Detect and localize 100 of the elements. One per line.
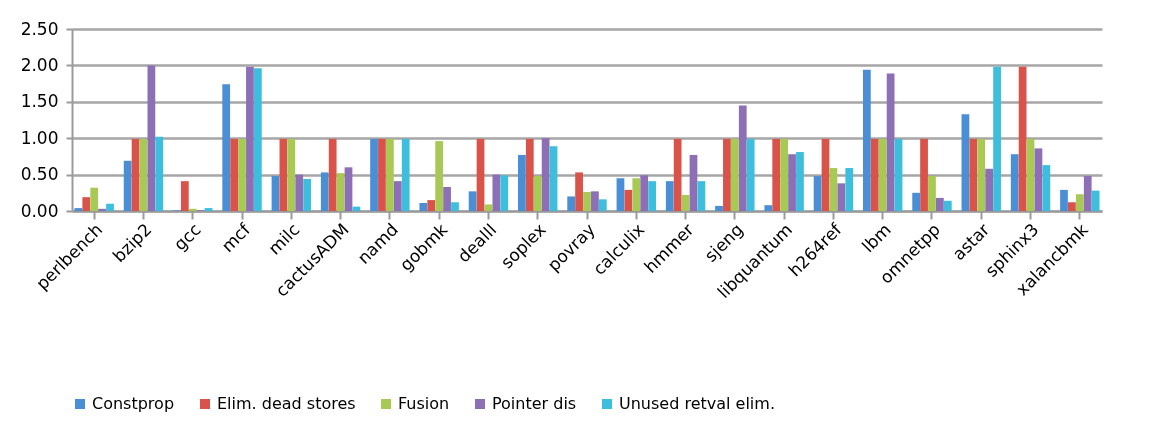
bar (1091, 190, 1100, 211)
bar (246, 66, 254, 211)
bar (730, 138, 739, 211)
bar (139, 138, 148, 211)
bar (715, 205, 723, 211)
bar (230, 138, 238, 211)
bar (188, 208, 197, 211)
bar (1034, 148, 1043, 211)
bar (961, 114, 970, 211)
bar (1042, 165, 1051, 211)
y-tick-label: 0.00 (20, 200, 59, 221)
bar (549, 146, 558, 211)
bar (993, 66, 1001, 211)
bar (673, 138, 682, 211)
bar (328, 138, 337, 211)
bar (928, 176, 936, 211)
bar (401, 138, 410, 211)
bar (222, 84, 231, 211)
bar (1068, 202, 1076, 211)
y-tick-label: 2.00 (20, 54, 59, 75)
legend-label: Pointer dis (492, 394, 577, 413)
y-tick-label: 2.50 (20, 18, 59, 39)
y-tick-label: 0.50 (20, 164, 59, 185)
bar (204, 208, 213, 211)
bar (427, 200, 436, 211)
bar (74, 208, 83, 211)
bar (443, 186, 451, 211)
bar (591, 191, 599, 211)
bar (845, 168, 854, 211)
bar (1083, 176, 1092, 211)
bar (271, 176, 280, 211)
bar (788, 154, 796, 211)
bar (567, 196, 576, 211)
bar (943, 200, 952, 211)
bar (303, 178, 312, 211)
bar (419, 202, 428, 211)
bar (632, 178, 641, 211)
bar (598, 199, 607, 211)
bar (738, 105, 747, 211)
bar (583, 192, 591, 211)
bar (1018, 66, 1027, 211)
bar (500, 175, 509, 211)
bar (920, 138, 928, 211)
bar (697, 181, 706, 211)
bar (320, 172, 329, 211)
bar (640, 175, 649, 211)
bar (665, 181, 674, 211)
bar (451, 202, 459, 211)
legend-label: Unused retval elim. (619, 394, 775, 413)
bar (894, 138, 903, 211)
legend-label: Constprop (92, 394, 175, 413)
bar (279, 138, 288, 211)
bar (624, 189, 633, 211)
bar (287, 138, 296, 211)
bar (82, 197, 91, 211)
bar (1060, 189, 1068, 211)
bar (336, 173, 345, 211)
bar (862, 69, 871, 211)
bar (378, 138, 386, 211)
bar (813, 176, 822, 211)
bar (837, 183, 846, 211)
bar (912, 192, 921, 211)
legend-label: Fusion (398, 394, 450, 413)
bar (518, 154, 526, 211)
bar (131, 138, 140, 211)
bar (780, 138, 789, 211)
bar (238, 138, 246, 211)
bar (492, 174, 501, 211)
bar (746, 138, 755, 211)
bar (985, 168, 994, 211)
bar (106, 203, 114, 211)
bar (829, 168, 838, 211)
bar (344, 167, 353, 211)
bar (796, 152, 804, 211)
bar (295, 174, 304, 211)
x-tick-label: gcc (169, 219, 205, 255)
bar (772, 138, 781, 211)
bar (723, 138, 731, 211)
bar (484, 204, 493, 211)
bar (468, 191, 477, 211)
bar (821, 138, 830, 211)
bar (977, 138, 986, 211)
bar (969, 138, 978, 211)
bar (616, 178, 625, 211)
bar (870, 138, 879, 211)
legend-label: Elim. dead stores (217, 394, 356, 413)
bar (689, 154, 698, 211)
bar (1010, 154, 1019, 211)
y-tick-label: 1.50 (20, 91, 59, 112)
bar (764, 205, 773, 211)
bar (648, 181, 656, 211)
bar (1075, 194, 1084, 211)
bar (385, 138, 394, 211)
bar (98, 208, 106, 211)
bar (147, 65, 156, 211)
bar (393, 181, 402, 211)
y-tick-label: 1.00 (20, 127, 59, 148)
bar (886, 73, 895, 211)
bar (180, 181, 189, 211)
bar (370, 138, 378, 211)
